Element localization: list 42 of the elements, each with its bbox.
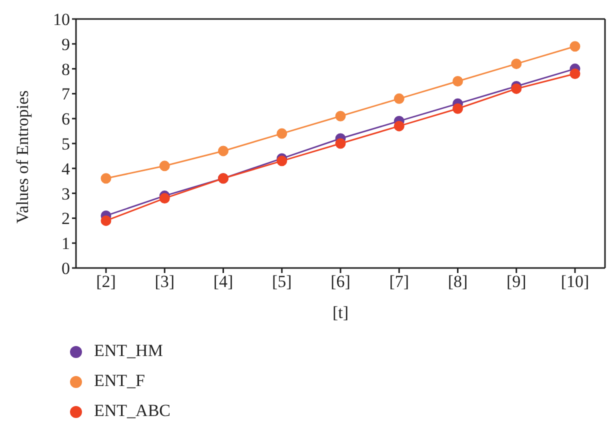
y-tick-label: 9 [62,34,70,54]
point [511,58,522,70]
legend-label: ENT_ABC [94,401,170,420]
point [511,83,522,94]
x-tick-label: [3] [154,272,175,292]
y-tick-label: 2 [62,209,70,228]
point [570,68,580,80]
point [394,93,404,104]
point [159,193,170,204]
legend-label: ENT_HM [94,341,163,360]
y-axis-title: Values of Entropies [13,90,32,224]
x-tick-label: [9] [506,272,526,292]
x-axis-title: [t] [332,303,349,322]
y-tick-label: 3 [62,184,70,204]
y-tick-label: 8 [62,60,70,79]
y-tick-label: 0 [62,259,70,278]
y-tick-label: 4 [62,159,70,178]
point [100,173,112,184]
y-tick-label: 10 [53,10,70,30]
point [452,103,463,114]
x-tick-label: [7] [389,272,410,292]
point [159,160,170,172]
point [100,215,112,226]
y-tick-label: 7 [62,84,70,104]
legend-label: ENT_F [94,371,145,390]
point [335,138,346,149]
point [570,41,580,52]
point [394,120,404,132]
point [276,128,288,139]
x-tick-label: [6] [330,272,350,292]
y-tick-label: 5 [62,134,70,154]
point [335,110,346,122]
point [218,146,228,156]
x-tick-label: [10] [560,272,590,292]
y-tick-label: 1 [62,234,70,254]
point [452,76,463,86]
x-tick-label: [8] [448,272,468,292]
x-tick-label: [2] [96,272,116,292]
x-tick-label: [5] [272,272,292,292]
point [276,156,288,166]
x-tick-label: [4] [213,272,234,292]
y-tick-label: 6 [62,110,70,129]
